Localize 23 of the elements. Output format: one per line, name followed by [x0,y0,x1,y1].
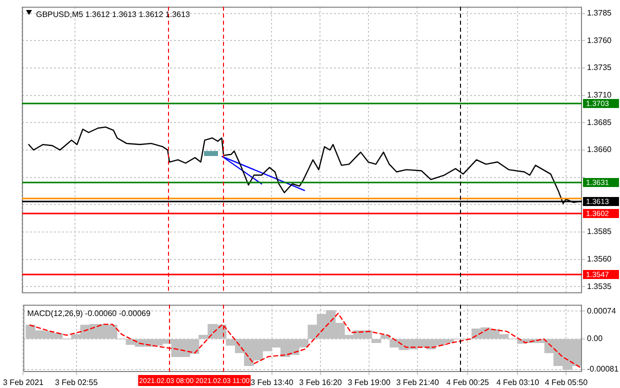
y-tick-label: 0.00074 [587,306,616,316]
x-tick-label: 4 Feb 03:10 [496,378,540,388]
x-tick-label: 3 Feb 02:55 [54,378,98,388]
y-tick-label: 1.3785 [587,8,612,18]
y-tick-label: 1.3685 [587,118,612,127]
y-tick-label: 1.3535 [587,282,612,291]
x-tick-label: 4 Feb 00:25 [446,378,490,388]
y-tick-label: 1.3585 [587,227,612,236]
x-tick-label: 3 Feb 21:40 [396,378,440,388]
x-tick-label: 4 Feb 05:50 [544,378,588,388]
y-tick-label: 1.3760 [587,36,612,45]
y-tick-label: 1.3560 [587,254,612,264]
annotation: MACD(12,26,9) -0.00060 -0.00069 [27,309,151,318]
y-tick-label: 0.00 [587,334,604,344]
x-tick-label: 3 Feb 2021 [2,378,44,388]
y-tick-label: 1.3735 [587,63,612,72]
y-tick-label: 1.3660 [587,145,612,154]
x-tick-label: 3 Feb 16:20 [299,378,342,388]
x-tick-label: 3 Feb 13:40 [250,378,294,388]
y-tick-label: -0.00081 [587,364,620,374]
y-tick-label: 1.3710 [587,90,612,100]
chart-title: GBPUSD,M5 1.3612 1.3613 1.3612 1.3613 [36,10,190,20]
x-tick-label: 3 Feb 19:00 [348,378,391,388]
